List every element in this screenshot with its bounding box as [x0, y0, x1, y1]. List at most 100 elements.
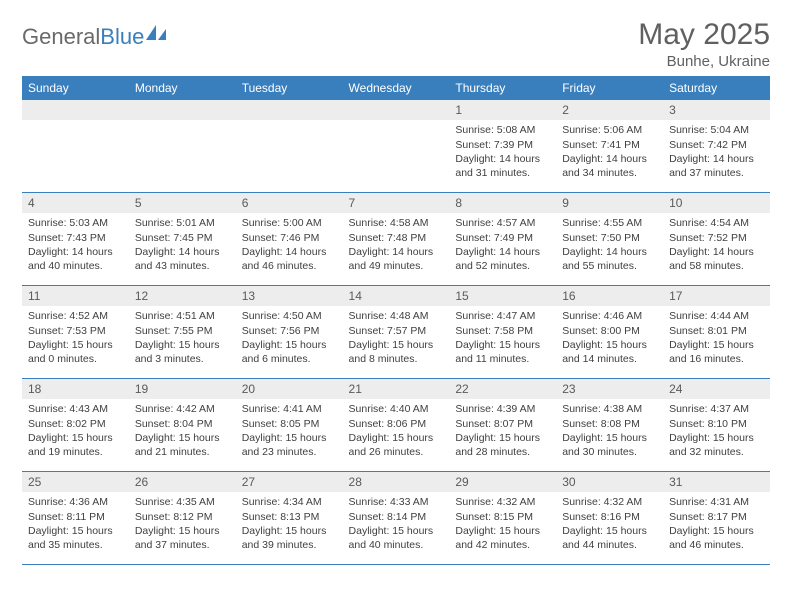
day-content-line: Daylight: 14 hours — [562, 152, 657, 166]
day-content-line: Sunrise: 4:34 AM — [242, 495, 337, 509]
day-content — [343, 120, 450, 127]
day-content-line: and 6 minutes. — [242, 352, 337, 366]
day-content-line: Sunrise: 5:06 AM — [562, 123, 657, 137]
day-content-line: Sunrise: 4:54 AM — [669, 216, 764, 230]
day-number — [236, 100, 343, 120]
day-number: 26 — [129, 472, 236, 492]
day-content-line: Sunrise: 5:04 AM — [669, 123, 764, 137]
day-content-line: Daylight: 15 hours — [455, 431, 550, 445]
day-number: 12 — [129, 286, 236, 306]
day-content-line: Daylight: 15 hours — [242, 338, 337, 352]
day-content: Sunrise: 4:37 AMSunset: 8:10 PMDaylight:… — [663, 399, 770, 463]
day-content-line: Sunset: 7:42 PM — [669, 138, 764, 152]
day-content: Sunrise: 4:55 AMSunset: 7:50 PMDaylight:… — [556, 213, 663, 277]
day-content: Sunrise: 4:36 AMSunset: 8:11 PMDaylight:… — [22, 492, 129, 556]
calendar-cell: 13Sunrise: 4:50 AMSunset: 7:56 PMDayligh… — [236, 286, 343, 379]
day-content-line: and 44 minutes. — [562, 538, 657, 552]
day-content-line: Sunrise: 4:36 AM — [28, 495, 123, 509]
day-number: 15 — [449, 286, 556, 306]
header: GeneralBlue May 2025 Bunhe, Ukraine — [22, 18, 770, 70]
calendar-cell: 2Sunrise: 5:06 AMSunset: 7:41 PMDaylight… — [556, 100, 663, 193]
day-content: Sunrise: 5:00 AMSunset: 7:46 PMDaylight:… — [236, 213, 343, 277]
calendar-cell: 23Sunrise: 4:38 AMSunset: 8:08 PMDayligh… — [556, 379, 663, 472]
day-content-line: Sunrise: 4:55 AM — [562, 216, 657, 230]
day-content-line: Sunset: 7:48 PM — [349, 231, 444, 245]
day-content: Sunrise: 4:48 AMSunset: 7:57 PMDaylight:… — [343, 306, 450, 370]
day-content-line: Sunrise: 4:46 AM — [562, 309, 657, 323]
day-content-line: Daylight: 15 hours — [562, 431, 657, 445]
day-content-line: and 39 minutes. — [242, 538, 337, 552]
day-content: Sunrise: 4:32 AMSunset: 8:15 PMDaylight:… — [449, 492, 556, 556]
day-content-line: and 46 minutes. — [669, 538, 764, 552]
day-content: Sunrise: 4:51 AMSunset: 7:55 PMDaylight:… — [129, 306, 236, 370]
day-content-line: Daylight: 15 hours — [349, 338, 444, 352]
weekday-header: Tuesday — [236, 76, 343, 100]
day-number: 22 — [449, 379, 556, 399]
day-content-line: Daylight: 14 hours — [455, 152, 550, 166]
day-content-line: Sunrise: 4:50 AM — [242, 309, 337, 323]
day-content-line: and 3 minutes. — [135, 352, 230, 366]
day-content-line: Sunset: 8:05 PM — [242, 417, 337, 431]
day-content-line: and 8 minutes. — [349, 352, 444, 366]
weekday-header: Friday — [556, 76, 663, 100]
day-content-line: Sunset: 8:11 PM — [28, 510, 123, 524]
day-content-line: Sunrise: 4:48 AM — [349, 309, 444, 323]
day-content-line: Sunset: 7:50 PM — [562, 231, 657, 245]
day-content-line: Sunset: 7:46 PM — [242, 231, 337, 245]
day-content-line: Sunrise: 4:38 AM — [562, 402, 657, 416]
day-content-line: and 40 minutes. — [28, 259, 123, 273]
day-content-line: Sunset: 8:17 PM — [669, 510, 764, 524]
day-number — [343, 100, 450, 120]
calendar-cell: 1Sunrise: 5:08 AMSunset: 7:39 PMDaylight… — [449, 100, 556, 193]
day-content-line: Sunrise: 4:32 AM — [562, 495, 657, 509]
weekday-header: Thursday — [449, 76, 556, 100]
calendar-cell: 20Sunrise: 4:41 AMSunset: 8:05 PMDayligh… — [236, 379, 343, 472]
calendar-cell — [343, 100, 450, 193]
day-number: 31 — [663, 472, 770, 492]
day-content-line: Sunset: 8:04 PM — [135, 417, 230, 431]
day-content-line: Sunset: 7:55 PM — [135, 324, 230, 338]
day-content-line: Daylight: 14 hours — [669, 152, 764, 166]
day-content-line: and 35 minutes. — [28, 538, 123, 552]
day-number: 17 — [663, 286, 770, 306]
logo-text-blue: Blue — [100, 24, 144, 50]
day-content: Sunrise: 4:42 AMSunset: 8:04 PMDaylight:… — [129, 399, 236, 463]
day-content-line: Sunset: 7:53 PM — [28, 324, 123, 338]
day-content-line: Sunset: 8:06 PM — [349, 417, 444, 431]
day-content: Sunrise: 4:54 AMSunset: 7:52 PMDaylight:… — [663, 213, 770, 277]
day-content-line: Daylight: 15 hours — [455, 338, 550, 352]
day-content-line: Daylight: 15 hours — [562, 524, 657, 538]
calendar-week-row: 25Sunrise: 4:36 AMSunset: 8:11 PMDayligh… — [22, 472, 770, 565]
day-content-line: Sunrise: 4:41 AM — [242, 402, 337, 416]
day-content-line: Daylight: 15 hours — [669, 338, 764, 352]
day-content-line: Sunrise: 5:00 AM — [242, 216, 337, 230]
day-content-line: and 23 minutes. — [242, 445, 337, 459]
day-content-line: Sunset: 7:52 PM — [669, 231, 764, 245]
calendar-cell: 16Sunrise: 4:46 AMSunset: 8:00 PMDayligh… — [556, 286, 663, 379]
location: Bunhe, Ukraine — [638, 53, 770, 70]
title-block: May 2025 Bunhe, Ukraine — [638, 18, 770, 70]
weekday-header-row: Sunday Monday Tuesday Wednesday Thursday… — [22, 76, 770, 100]
day-content-line: Sunrise: 5:01 AM — [135, 216, 230, 230]
day-content-line: and 46 minutes. — [242, 259, 337, 273]
calendar-cell: 21Sunrise: 4:40 AMSunset: 8:06 PMDayligh… — [343, 379, 450, 472]
day-content-line: Daylight: 15 hours — [242, 431, 337, 445]
day-content-line: Daylight: 15 hours — [349, 431, 444, 445]
day-content — [236, 120, 343, 127]
calendar-cell: 31Sunrise: 4:31 AMSunset: 8:17 PMDayligh… — [663, 472, 770, 565]
day-content-line: Sunrise: 4:43 AM — [28, 402, 123, 416]
day-content-line: and 32 minutes. — [669, 445, 764, 459]
calendar-cell: 12Sunrise: 4:51 AMSunset: 7:55 PMDayligh… — [129, 286, 236, 379]
day-number: 8 — [449, 193, 556, 213]
day-content-line: and 52 minutes. — [455, 259, 550, 273]
day-content-line: and 30 minutes. — [562, 445, 657, 459]
calendar-cell: 9Sunrise: 4:55 AMSunset: 7:50 PMDaylight… — [556, 193, 663, 286]
day-content-line: Sunset: 7:56 PM — [242, 324, 337, 338]
day-number: 3 — [663, 100, 770, 120]
calendar-cell: 14Sunrise: 4:48 AMSunset: 7:57 PMDayligh… — [343, 286, 450, 379]
day-content-line: Sunset: 7:49 PM — [455, 231, 550, 245]
day-content-line: Sunrise: 4:37 AM — [669, 402, 764, 416]
day-content-line: Sunset: 7:58 PM — [455, 324, 550, 338]
calendar-cell: 24Sunrise: 4:37 AMSunset: 8:10 PMDayligh… — [663, 379, 770, 472]
calendar-cell: 22Sunrise: 4:39 AMSunset: 8:07 PMDayligh… — [449, 379, 556, 472]
